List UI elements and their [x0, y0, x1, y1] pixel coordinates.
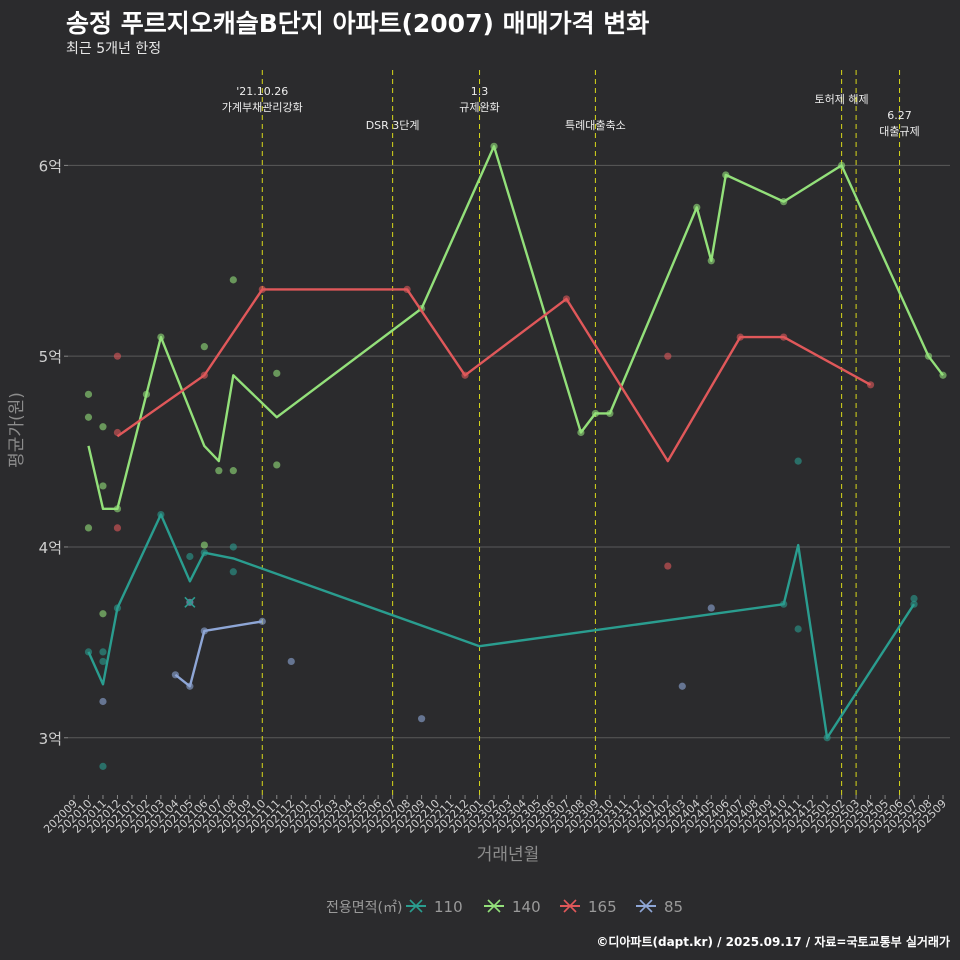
legend-item-110: 110 [406, 898, 463, 916]
point-140 [84, 524, 93, 532]
y-tick-label: 5억 [39, 348, 62, 366]
point-140 [84, 413, 93, 421]
point-110 [99, 762, 107, 770]
point-85 [287, 657, 295, 666]
point-85 [707, 604, 715, 612]
event-annotation: DSR 3단계 [366, 119, 420, 132]
point-85 [418, 715, 426, 723]
legend-label: 140 [512, 898, 541, 916]
point-110 [99, 648, 107, 656]
legend-title: 전용면적(㎡) [326, 900, 402, 916]
point-110 [794, 457, 802, 465]
legend-item-140: 140 [484, 898, 541, 916]
legend-swatch-x [639, 899, 653, 913]
point-165 [664, 352, 672, 360]
x-marker-stroke [184, 596, 196, 608]
legend-item-85: 85 [636, 898, 683, 916]
source-caption: ©디아파트(dapt.kr) / 2025.09.17 / 자료=국토교통부 실… [596, 935, 950, 949]
chart-subtitle: 최근 5개년 한정 [66, 41, 162, 57]
event-annotation: 6.27 [887, 109, 912, 122]
point-110 [229, 543, 237, 551]
legend: 전용면적(㎡) 110 140 165 85 [326, 898, 683, 916]
point-165 [664, 562, 672, 570]
x-marker [184, 596, 196, 608]
event-annotation: 특례대출축소 [565, 119, 626, 132]
event-annotation: '21.10.26 [236, 85, 288, 98]
legend-swatch-x [409, 899, 423, 913]
event-annotation: 규제완화 [459, 101, 499, 114]
y-axis-label: 평균가(원) [7, 392, 27, 468]
point-85 [678, 682, 686, 690]
series-line-110 [87, 513, 916, 739]
point-140 [84, 390, 93, 398]
legend-label: 165 [588, 898, 617, 916]
point-110 [229, 568, 237, 576]
point-165 [113, 352, 122, 360]
point-110 [99, 657, 107, 666]
y-tick-label: 3억 [39, 730, 62, 748]
point-110 [910, 594, 918, 603]
point-85 [99, 697, 107, 706]
y-tick-label: 4억 [39, 539, 62, 557]
series-line-140 [87, 145, 944, 510]
point-140 [229, 276, 237, 284]
grid-layer [68, 164, 950, 739]
chart-title: 송정 푸르지오캐슬B단지 아파트(2007) 매매가격 변화 [66, 9, 650, 38]
point-110 [794, 625, 802, 633]
point-140 [215, 467, 223, 475]
point-140 [99, 482, 107, 490]
axis-layer: 3억4억5억6억20200920201020201120201220210120… [39, 157, 949, 835]
y-tick-label: 6억 [39, 157, 62, 175]
point-140 [99, 610, 107, 618]
x-axis-label: 거래년월 [477, 845, 540, 865]
series-line-165 [116, 288, 872, 463]
point-165 [113, 524, 122, 532]
legend-item-165: 165 [560, 898, 617, 916]
point-140 [200, 541, 208, 549]
event-annotation: 1.3 [471, 85, 489, 98]
point-140 [99, 423, 107, 431]
point-140 [273, 461, 281, 469]
legend-swatch-x [487, 899, 501, 913]
event-annotation: 대출규제 [879, 125, 919, 138]
point-140 [273, 369, 281, 377]
legend-label: 110 [434, 898, 463, 916]
legend-label: 85 [664, 898, 683, 916]
point-110 [186, 552, 194, 561]
series-line-85 [174, 620, 263, 688]
event-annotation: 토허제 해제 [815, 92, 869, 106]
legend-swatch-x [563, 899, 577, 913]
point-140 [200, 343, 208, 351]
point-140 [229, 467, 237, 475]
series-layer [84, 142, 947, 770]
event-annotation: 가계부채관리강화 [222, 101, 303, 114]
